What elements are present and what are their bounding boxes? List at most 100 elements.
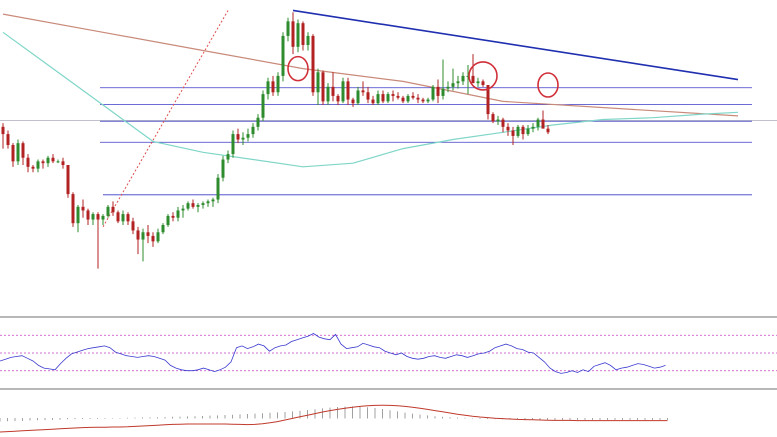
candle-body (81, 206, 85, 211)
candle-body (301, 23, 305, 45)
candle-body (501, 119, 505, 127)
candle-body (396, 95, 400, 98)
highlight-circle (287, 55, 309, 82)
candle-body (151, 235, 155, 242)
candle-body (111, 206, 115, 213)
candle-body (366, 92, 370, 100)
candle-body (391, 94, 395, 96)
candle-body (371, 99, 375, 104)
ma-fast-line (2, 31, 739, 168)
candle-body (61, 161, 65, 165)
candle-body (76, 206, 80, 224)
candle-body (486, 85, 490, 115)
candle-body (156, 232, 160, 242)
candle-body (211, 199, 215, 202)
trend-line (292, 9, 739, 81)
candle-body (351, 99, 355, 104)
candle-body (146, 232, 150, 236)
rsi-line (0, 333, 666, 374)
candle-body (421, 99, 425, 102)
candle-body (101, 215, 105, 220)
candle-body (116, 212, 120, 222)
candle-body (196, 205, 200, 207)
candle-body (16, 143, 20, 162)
candle-body (271, 81, 275, 93)
candle-body (521, 126, 525, 135)
candle-body (246, 134, 250, 138)
candle-body (121, 214, 125, 222)
candle-body (516, 126, 520, 136)
candle-body (541, 119, 545, 129)
candle-body (341, 81, 345, 102)
candle-body (451, 83, 455, 87)
candle-body (506, 126, 510, 131)
candle-body (216, 177, 220, 200)
candle-body (6, 134, 10, 145)
candle-body (266, 81, 270, 95)
candle-body (176, 210, 180, 218)
candle-body (251, 126, 255, 135)
candle-body (431, 86, 435, 100)
highlight-circle (537, 72, 559, 98)
candle-body (436, 86, 440, 96)
candle-body (416, 97, 420, 100)
candle-body (356, 90, 360, 104)
candle-body (1, 126, 5, 135)
candle-body (526, 128, 530, 135)
candle-body (401, 97, 405, 102)
candle-body (481, 81, 485, 85)
candle-body (296, 23, 300, 47)
candle-body (181, 208, 185, 211)
candle-body (291, 21, 295, 47)
candle-body (171, 215, 175, 218)
candle-body (346, 81, 350, 100)
candle-body (326, 86, 330, 102)
candle-body (226, 154, 230, 160)
candle-body (236, 134, 240, 140)
candle-body (51, 157, 55, 162)
candle-body (476, 81, 480, 84)
candle-body (11, 145, 15, 162)
candle-body (411, 95, 415, 98)
candle-body (286, 21, 290, 36)
rsi-panel (0, 333, 777, 374)
candle-body (86, 210, 90, 220)
candle-body (491, 114, 495, 122)
candle-body (191, 203, 195, 207)
candle-body (321, 72, 325, 102)
candle-body (511, 130, 515, 136)
candle-body (316, 72, 320, 93)
fib-guide-line (102, 10, 229, 228)
price-panel (0, 9, 777, 269)
candle-body (361, 90, 365, 93)
candle-body (56, 161, 60, 163)
candle-body (376, 94, 380, 104)
candle-body (41, 161, 45, 164)
candle-body (256, 117, 260, 127)
candle-body (126, 214, 130, 222)
candle-body (331, 86, 335, 96)
candle-body (456, 81, 460, 84)
candle-body (496, 119, 500, 122)
candle-body (26, 157, 30, 167)
candle-body (106, 206, 110, 216)
candle-body (471, 75, 475, 84)
candle-body (441, 88, 445, 96)
candle-body (66, 165, 70, 195)
candle-body (91, 214, 95, 220)
candle-body (71, 194, 75, 224)
candle-body (36, 161, 40, 169)
candle-body (136, 230, 140, 240)
ma-slow-line (2, 13, 739, 117)
candle-body (536, 119, 540, 127)
candle-body (281, 35, 285, 76)
highlight-circle (468, 61, 498, 91)
candle-body (306, 35, 310, 45)
candle-body (161, 225, 165, 233)
candle-body (141, 232, 145, 240)
candle-body (166, 215, 170, 225)
candle-body (546, 128, 550, 133)
candle-body (201, 203, 205, 205)
candle-body (531, 126, 535, 129)
